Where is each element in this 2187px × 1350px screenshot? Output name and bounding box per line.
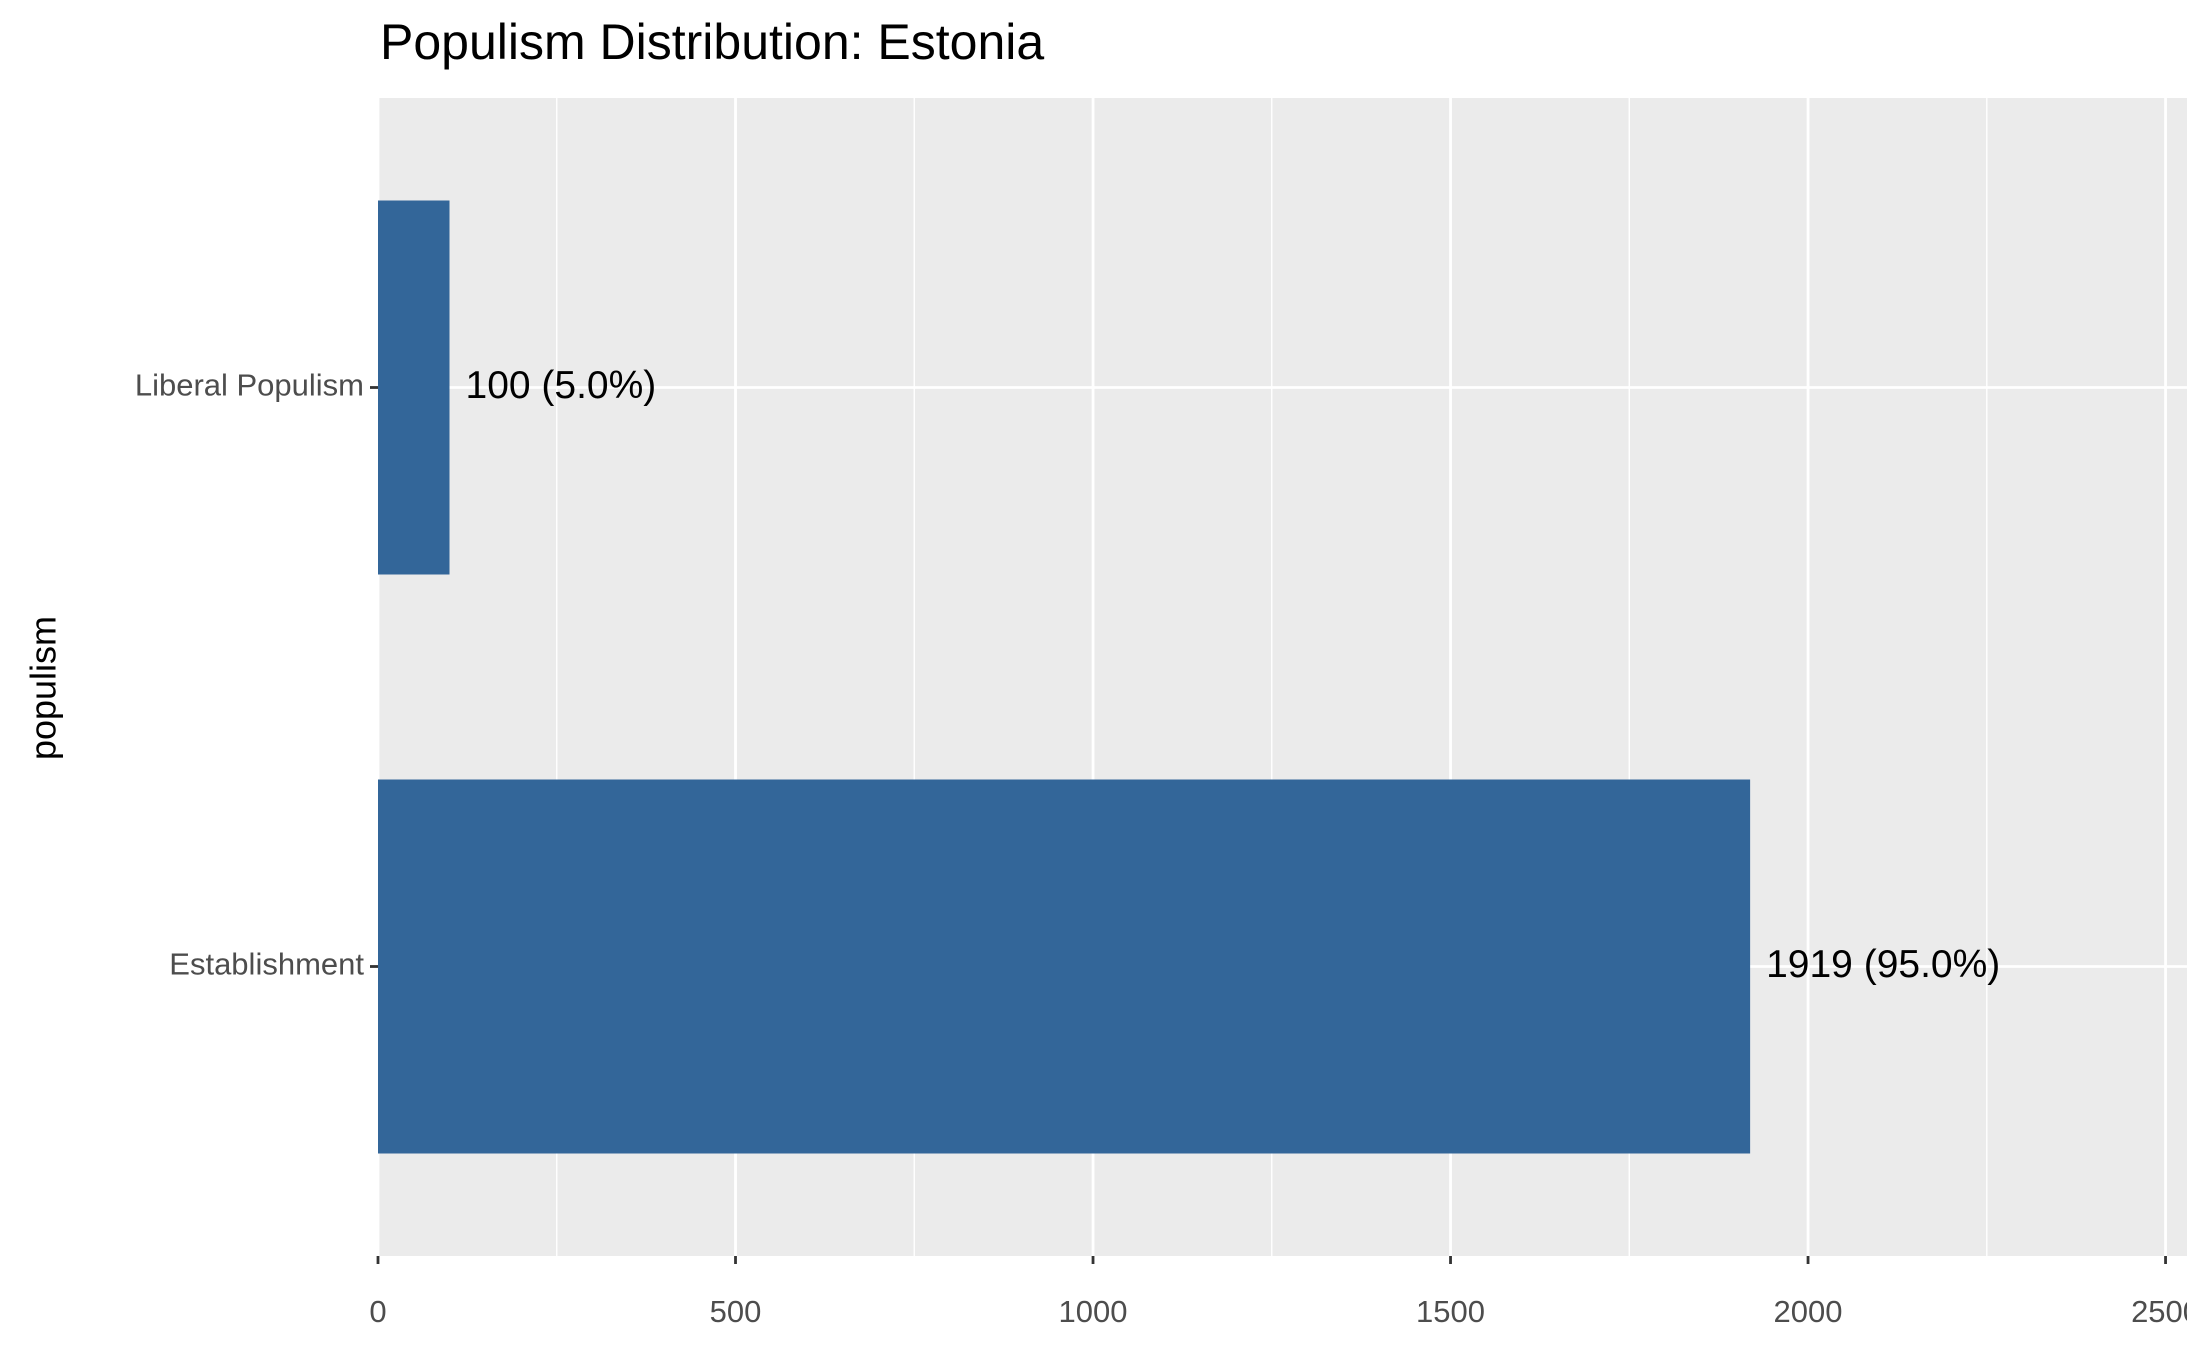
x-tick-label: 1500 — [1416, 1294, 1485, 1329]
x-tick-label: 2500 — [2131, 1294, 2187, 1329]
x-tick-label: 500 — [710, 1294, 762, 1329]
bar — [378, 200, 450, 575]
value-label: 100 (5.0%) — [466, 364, 657, 407]
y-axis-title: populism — [23, 616, 64, 760]
x-tick-label: 0 — [369, 1294, 386, 1329]
x-tick-label: 2000 — [1774, 1294, 1843, 1329]
value-label: 1919 (95.0%) — [1766, 943, 2000, 986]
x-tick-label: 1000 — [1059, 1294, 1128, 1329]
y-tick-label: Liberal Populism — [135, 368, 364, 403]
chart-title: Populism Distribution: Estonia — [380, 14, 1044, 70]
y-tick-label: Establishment — [169, 947, 364, 982]
bar — [378, 779, 1751, 1154]
